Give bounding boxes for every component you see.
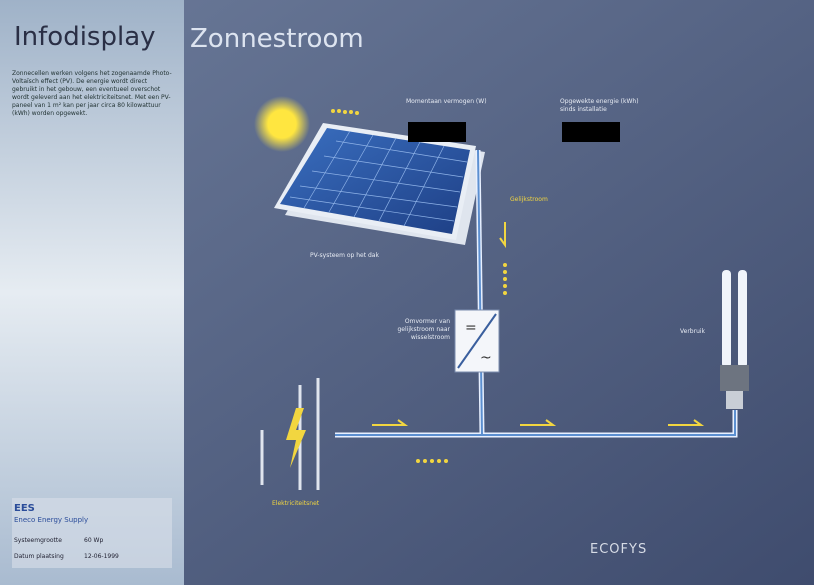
energy-note: sinds installatie (560, 106, 607, 113)
panel-label: PV-systeem op het dak (310, 252, 379, 259)
brand: EES (14, 503, 35, 514)
row-key: Systeemgrootte (14, 537, 62, 544)
energy-label: Opgewekte energie (kWh) (560, 98, 639, 105)
info-row: Datum plaatsing 12-06-1999 (14, 553, 119, 560)
flow-arrows (372, 222, 705, 426)
lamp (720, 270, 749, 409)
brand-name: Eneco Energy Supply (14, 516, 89, 524)
wires-inner (335, 149, 736, 436)
inverter-label: Omvormer van gelijkstroom naar wisselstr… (397, 318, 450, 341)
ac-symbol: ~ (480, 350, 492, 366)
left-title: Infodisplay (14, 22, 156, 52)
power-display (408, 122, 466, 142)
lightning (286, 408, 306, 468)
power-label: Momentaan vermogen (W) (406, 98, 487, 105)
row-key: Datum plaatsing (14, 553, 64, 560)
dc-symbol: = (465, 320, 477, 336)
info-row: Systeemgrootte 60 Wp (14, 537, 103, 544)
page-title: Zonnestroom (190, 24, 364, 54)
dc-label: Gelijkstroom (510, 196, 548, 203)
inverter-slash (457, 313, 497, 369)
logo: ECOFYS (590, 542, 648, 557)
grid-label: Elektriciteitsnet (272, 500, 320, 507)
panel-grid (289, 130, 468, 227)
consumer-label: Verbruik (680, 328, 706, 335)
energy-display (562, 122, 620, 142)
pv-panel (280, 128, 470, 234)
row-value: 60 Wp (84, 537, 104, 544)
sun (254, 96, 310, 152)
footer-box (12, 498, 172, 568)
energy-dots (331, 109, 507, 463)
row-value: 12-06-1999 (84, 553, 119, 560)
description: Zonnecellen werken volgens het zogenaamd… (12, 70, 172, 117)
sky-panel (0, 0, 184, 585)
